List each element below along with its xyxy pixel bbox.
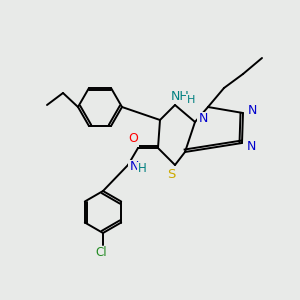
Text: N: N — [247, 103, 257, 116]
Text: Cl: Cl — [95, 247, 107, 260]
Text: H: H — [187, 95, 195, 105]
Text: H: H — [138, 163, 146, 176]
Text: N: N — [246, 140, 256, 152]
Text: N: N — [198, 112, 208, 125]
Text: O: O — [128, 133, 138, 146]
Text: S: S — [167, 169, 175, 182]
Text: NH: NH — [171, 89, 189, 103]
Text: N: N — [129, 160, 139, 173]
